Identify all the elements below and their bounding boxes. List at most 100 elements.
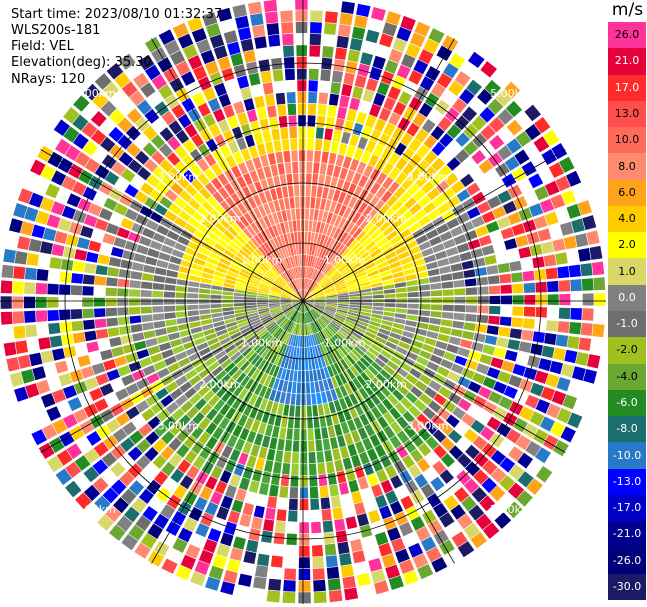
range-gate — [334, 47, 347, 60]
range-gate — [254, 433, 264, 446]
range-gate — [336, 287, 348, 293]
range-gate — [344, 432, 354, 446]
range-gate — [398, 91, 412, 106]
range-gate — [264, 387, 272, 400]
range-gate — [292, 255, 297, 267]
range-gate — [63, 345, 77, 358]
range-gate — [73, 408, 88, 423]
range-gate — [357, 320, 369, 327]
range-gate — [209, 342, 222, 351]
range-gate — [332, 189, 341, 202]
range-gate — [135, 400, 150, 413]
range-gate — [446, 217, 460, 230]
range-gate — [318, 92, 329, 105]
range-gate — [35, 282, 48, 295]
range-gate — [307, 255, 311, 267]
range-gate — [463, 428, 479, 443]
range-gate — [167, 152, 181, 166]
range-gate — [250, 120, 261, 134]
range-gate — [299, 545, 310, 557]
range-gate — [284, 369, 291, 381]
range-gate — [146, 174, 160, 188]
range-gate — [349, 97, 361, 111]
range-gate — [152, 454, 167, 469]
range-gate — [231, 222, 242, 234]
range-gate — [306, 161, 313, 174]
range-gate — [566, 203, 581, 219]
range-gate — [207, 337, 219, 346]
range-gate — [109, 524, 126, 541]
range-gate — [405, 505, 420, 521]
range-gate — [233, 64, 247, 78]
range-gate — [177, 323, 190, 331]
range-gate — [438, 386, 452, 399]
range-gate — [306, 382, 311, 394]
range-gate — [6, 357, 20, 372]
range-gate — [316, 258, 323, 270]
range-gate — [267, 496, 278, 509]
range-gate — [415, 128, 429, 143]
range-gate — [319, 234, 326, 246]
range-gate — [158, 252, 171, 262]
range-gate — [339, 385, 348, 397]
range-gate — [206, 257, 219, 266]
range-gate — [130, 271, 143, 280]
range-gate — [120, 259, 133, 270]
range-gate — [420, 536, 437, 552]
range-gate — [361, 295, 373, 299]
range-gate — [35, 296, 47, 308]
range-gate — [309, 33, 322, 46]
range-gate — [292, 301, 303, 305]
range-gate — [327, 377, 334, 390]
range-gate — [61, 259, 74, 271]
range-gate — [326, 326, 335, 336]
range-gate — [283, 580, 296, 592]
range-gate — [499, 316, 512, 327]
range-gate — [278, 317, 287, 326]
range-gate — [144, 108, 160, 124]
range-gate — [299, 347, 302, 359]
range-gate — [414, 473, 429, 489]
range-gate — [133, 72, 149, 89]
range-gate — [218, 187, 230, 200]
range-gate — [519, 406, 534, 421]
range-gate — [439, 326, 452, 335]
range-gate — [230, 351, 241, 362]
range-gate — [116, 515, 133, 532]
range-gate — [416, 271, 429, 279]
range-gate — [222, 295, 234, 300]
range-gate — [426, 493, 442, 508]
range-gate — [271, 266, 280, 276]
range-gate — [247, 240, 257, 251]
range-gate — [303, 301, 305, 312]
range-gate — [237, 112, 249, 126]
range-gate — [252, 469, 263, 482]
range-gate — [396, 298, 408, 303]
range-gate — [460, 221, 474, 233]
range-gate — [144, 64, 161, 81]
range-gate — [293, 267, 298, 279]
range-gate — [258, 482, 269, 496]
range-gate — [303, 301, 312, 309]
range-gate — [316, 369, 322, 381]
range-gate — [177, 272, 190, 280]
range-gate — [269, 437, 278, 450]
range-gate — [403, 268, 416, 276]
range-gate — [269, 389, 277, 401]
range-gate — [56, 449, 73, 466]
range-gate — [396, 64, 411, 79]
range-gate — [586, 230, 600, 245]
range-gate — [192, 65, 207, 81]
range-gate — [466, 296, 478, 304]
range-gate — [333, 227, 341, 240]
range-gate — [315, 439, 323, 452]
range-gate — [278, 198, 286, 211]
range-gate — [102, 487, 119, 504]
range-gate — [396, 303, 408, 309]
range-gate — [153, 320, 166, 329]
range-gate — [184, 223, 197, 234]
range-gate — [303, 300, 314, 301]
range-gate — [499, 475, 516, 491]
range-gate — [347, 256, 358, 265]
range-gate — [339, 553, 352, 566]
